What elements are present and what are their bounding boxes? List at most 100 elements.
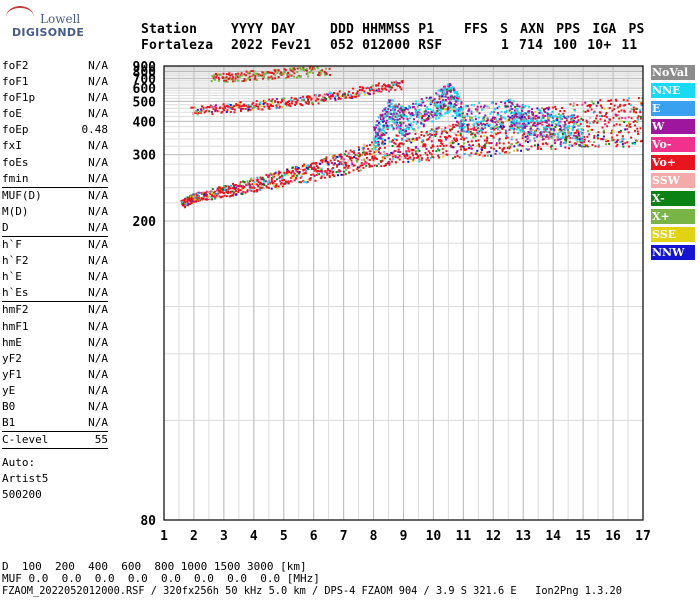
echo-mark bbox=[409, 157, 412, 160]
echo-mark bbox=[288, 73, 291, 76]
echo-mark bbox=[468, 107, 471, 110]
echo-mark bbox=[196, 110, 198, 113]
echo-mark bbox=[225, 189, 228, 191]
echo-mark bbox=[460, 120, 463, 123]
echo-mark bbox=[271, 102, 274, 105]
echo-mark bbox=[392, 113, 395, 116]
echo-mark bbox=[293, 67, 296, 70]
echo-mark bbox=[527, 119, 530, 122]
echo-mark bbox=[234, 74, 237, 77]
echo-mark bbox=[406, 133, 409, 136]
echo-mark bbox=[232, 76, 235, 79]
echo-mark bbox=[498, 139, 501, 142]
echo-mark bbox=[182, 201, 184, 204]
echo-mark bbox=[364, 160, 367, 163]
echo-mark bbox=[486, 119, 489, 121]
echo-mark bbox=[427, 117, 429, 119]
echo-mark bbox=[380, 165, 383, 168]
echo-mark bbox=[418, 111, 421, 114]
echo-mark bbox=[228, 77, 231, 80]
echo-mark bbox=[343, 158, 345, 161]
echo-mark bbox=[498, 142, 501, 145]
echo-mark bbox=[207, 197, 210, 199]
echo-mark bbox=[375, 165, 378, 167]
echo-mark bbox=[476, 110, 479, 113]
echo-mark bbox=[394, 156, 397, 159]
echo-mark bbox=[219, 189, 222, 192]
echo-mark bbox=[523, 112, 526, 114]
echo-mark bbox=[362, 166, 365, 169]
echo-mark bbox=[440, 142, 443, 145]
echo-mark bbox=[383, 152, 386, 154]
echo-mark bbox=[518, 127, 521, 129]
echo-mark bbox=[525, 118, 528, 121]
echo-mark bbox=[537, 108, 540, 111]
echo-mark bbox=[500, 126, 503, 129]
echo-mark bbox=[383, 146, 386, 149]
echo-mark bbox=[543, 109, 546, 112]
echo-mark bbox=[281, 72, 284, 75]
echo-mark bbox=[447, 106, 450, 109]
echo-mark bbox=[576, 140, 579, 143]
echo-mark bbox=[369, 164, 371, 167]
echo-mark bbox=[337, 96, 340, 99]
echo-mark bbox=[244, 191, 247, 194]
echo-mark bbox=[276, 69, 279, 72]
echo-mark bbox=[451, 115, 454, 118]
echo-mark bbox=[281, 175, 284, 177]
echo-mark bbox=[281, 176, 284, 179]
echo-mark bbox=[459, 132, 462, 135]
echo-mark bbox=[529, 116, 532, 119]
echo-mark bbox=[480, 124, 483, 127]
echo-mark bbox=[283, 68, 286, 71]
echo-mark bbox=[392, 120, 395, 123]
echo-mark bbox=[397, 156, 399, 159]
param-value: N/A bbox=[88, 75, 108, 89]
echo-mark bbox=[440, 97, 443, 99]
echo-mark bbox=[257, 184, 260, 187]
echo-mark bbox=[249, 180, 251, 183]
echo-mark bbox=[495, 133, 498, 136]
echo-mark bbox=[542, 115, 545, 118]
echo-mark bbox=[261, 176, 264, 179]
echo-mark bbox=[473, 122, 476, 125]
echo-mark bbox=[485, 120, 488, 123]
echo-mark bbox=[384, 139, 387, 142]
echo-mark bbox=[470, 140, 473, 143]
echo-mark bbox=[500, 125, 502, 128]
echo-mark bbox=[592, 102, 595, 105]
echo-mark bbox=[418, 149, 421, 152]
echo-mark bbox=[257, 108, 260, 111]
echo-mark bbox=[306, 164, 309, 167]
legend-item-vo: Vo+ bbox=[651, 155, 695, 170]
echo-mark bbox=[281, 179, 284, 182]
echo-mark bbox=[395, 106, 398, 109]
echo-mark bbox=[560, 136, 563, 139]
echo-mark bbox=[445, 92, 448, 95]
echo-mark bbox=[370, 86, 373, 89]
echo-mark bbox=[377, 134, 379, 136]
echo-mark bbox=[430, 153, 433, 156]
echo-mark bbox=[392, 151, 395, 154]
echo-mark bbox=[402, 117, 405, 120]
echo-mark bbox=[437, 94, 440, 97]
echo-mark bbox=[497, 121, 500, 123]
echo-mark bbox=[245, 70, 248, 73]
echo-mark bbox=[521, 104, 524, 107]
echo-mark bbox=[459, 115, 462, 118]
echo-mark bbox=[627, 124, 630, 127]
echo-mark bbox=[288, 102, 291, 105]
x-tick-label: 17 bbox=[635, 529, 651, 544]
echo-mark bbox=[446, 136, 449, 139]
echo-mark bbox=[337, 174, 339, 177]
echo-mark bbox=[387, 121, 390, 123]
echo-mark bbox=[239, 101, 242, 104]
param-value: N/A bbox=[88, 59, 108, 72]
echo-mark bbox=[455, 137, 458, 140]
echo-mark bbox=[518, 124, 521, 127]
echo-mark bbox=[561, 129, 563, 132]
echo-mark bbox=[636, 120, 639, 123]
echo-mark bbox=[267, 176, 270, 178]
echo-mark bbox=[576, 129, 578, 132]
echo-mark bbox=[347, 152, 350, 155]
